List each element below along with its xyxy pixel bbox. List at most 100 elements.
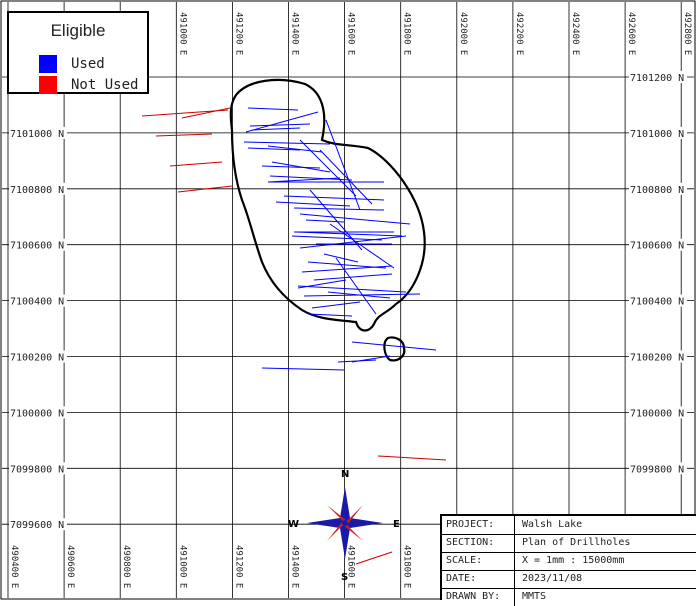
drillhole-used	[297, 285, 407, 293]
drillhole-used	[247, 147, 301, 151]
drillhole-used	[269, 175, 353, 181]
drillhole-used	[247, 107, 299, 111]
drillhole-used	[351, 341, 437, 351]
northing-label-right: 7100800 N	[630, 185, 684, 196]
legend-item-not-used: Not Used	[39, 76, 138, 94]
easting-label-bottom: 491600 E	[346, 545, 356, 588]
title-row-project: PROJECT: Walsh Lake	[442, 516, 696, 535]
title-value: X = 1mm : 15000mm	[522, 555, 625, 566]
title-value: Plan of Drillholes	[522, 537, 631, 548]
easting-label-bottom: 491800 E	[402, 545, 412, 588]
drillhole-used	[307, 313, 353, 317]
drillhole-not-used	[181, 107, 231, 119]
drillhole-used	[245, 111, 319, 133]
easting-label-bottom: 491000 E	[177, 545, 187, 588]
drillhole-used	[313, 273, 393, 281]
northing-label-right: 7100400 N	[630, 297, 684, 308]
drillhole-used	[337, 359, 377, 363]
drillhole-used	[295, 231, 403, 237]
drillhole-used	[267, 177, 341, 183]
title-key: PROJECT:	[446, 519, 495, 530]
drillhole-used	[329, 223, 395, 269]
drillhole-used	[293, 207, 385, 211]
northing-label-right: 7101000 N	[630, 129, 684, 140]
title-key: DATE:	[446, 573, 477, 584]
not-used-swatch	[39, 76, 57, 94]
title-value: 2023/11/08	[522, 573, 583, 584]
easting-label-top: 491400 E	[290, 12, 300, 55]
drillhole-not-used	[355, 551, 393, 565]
easting-label-top: 491800 E	[402, 12, 412, 55]
compass-rose: N S W E	[288, 469, 400, 583]
easting-label-bottom: 490800 E	[121, 545, 131, 588]
legend-label-used: Used	[71, 56, 105, 72]
easting-label-top: 492000 E	[458, 12, 468, 55]
northing-label-left: 7100400 N	[10, 297, 64, 308]
drillhole-used	[319, 149, 373, 205]
drillhole-used	[297, 279, 347, 289]
northing-label-right: 7100000 N	[630, 408, 684, 419]
compass-s: S	[341, 572, 348, 583]
drillhole-used	[261, 367, 345, 371]
drillhole-used	[261, 165, 321, 169]
drillhole-used	[275, 201, 351, 207]
title-value: MMTS	[522, 591, 547, 602]
drillhole-used	[305, 219, 345, 223]
drillhole-used	[267, 145, 323, 153]
used-swatch	[39, 55, 57, 73]
title-row-date: DATE: 2023/11/08	[442, 570, 696, 589]
easting-label-top: 492400 E	[570, 12, 580, 55]
drillhole-used	[283, 195, 385, 201]
legend: Eligible Used Not Used	[7, 11, 149, 94]
northing-label-left: 7100800 N	[10, 185, 64, 196]
drillhole-used	[301, 265, 393, 273]
drillhole-traces	[141, 107, 447, 565]
northing-label-left: 7101000 N	[10, 129, 64, 140]
drillhole-used	[335, 257, 377, 315]
title-key: DRAWN BY:	[446, 591, 501, 602]
drillhole-not-used	[177, 185, 233, 193]
northing-label-right: 7101200 N	[630, 73, 684, 84]
compass-n: N	[341, 469, 349, 480]
drillhole-used	[327, 291, 391, 299]
northing-label-left: 7100000 N	[10, 408, 64, 419]
drillhole-not-used	[377, 455, 447, 461]
title-block: PROJECT: Walsh Lake SECTION: Plan of Drill…	[440, 514, 696, 606]
northing-label-left: 7100200 N	[10, 353, 64, 364]
drillhole-not-used	[169, 161, 223, 167]
drillhole-used	[251, 127, 301, 131]
compass-e: E	[393, 519, 400, 530]
drillhole-used	[325, 119, 361, 211]
easting-label-bottom: 491400 E	[290, 545, 300, 588]
title-key: SCALE:	[446, 555, 483, 566]
legend-label-not-used: Not Used	[71, 77, 139, 93]
title-key: SECTION:	[446, 537, 495, 548]
drillhole-used	[249, 123, 311, 127]
easting-label-top: 492600 E	[626, 12, 636, 55]
easting-label-top: 491000 E	[177, 12, 187, 55]
drillhole-not-used	[155, 133, 213, 137]
title-row-section: SECTION: Plan of Drillholes	[442, 534, 696, 553]
compass-w: W	[288, 519, 299, 530]
northing-label-right: 7100600 N	[630, 241, 684, 252]
legend-item-used: Used	[39, 55, 105, 73]
drillhole-used	[299, 235, 407, 249]
drillhole-used	[299, 213, 411, 225]
drillhole-used	[299, 139, 357, 197]
lake-outline	[229, 78, 426, 332]
easting-label-top: 492200 E	[514, 12, 524, 55]
drillhole-used	[323, 253, 359, 263]
easting-label-bottom: 491200 E	[233, 545, 243, 588]
northing-label-right: 7100200 N	[630, 353, 684, 364]
easting-label-bottom: 490400 E	[9, 545, 19, 588]
northing-label-left: 7099600 N	[10, 520, 64, 531]
easting-label-top: 492800 E	[682, 12, 692, 55]
drillhole-used	[243, 141, 331, 145]
drillhole-used	[291, 235, 383, 241]
title-row-scale: SCALE: X = 1mm : 15000mm	[442, 552, 696, 571]
northing-label-left: 7099800 N	[10, 464, 64, 475]
northing-label-right: 7099800 N	[630, 464, 684, 475]
drillhole-used	[311, 301, 361, 309]
easting-label-bottom: 490600 E	[65, 545, 75, 588]
